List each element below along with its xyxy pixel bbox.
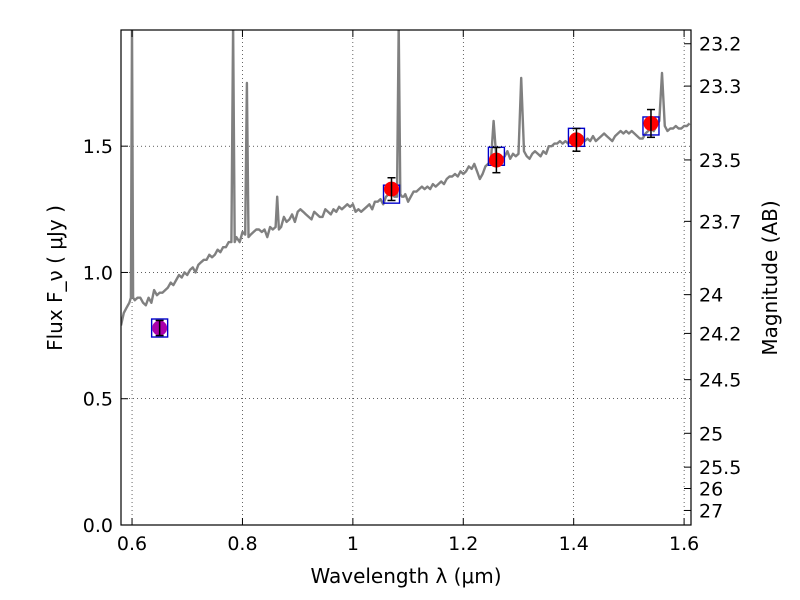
y-axis-label: Flux F_ν ( μJy ) <box>43 205 67 351</box>
spectrum-line <box>121 30 691 326</box>
y-tick-label: 0.0 <box>83 515 113 537</box>
y2-tick-label: 24.2 <box>699 323 741 345</box>
plot-frame <box>120 29 692 526</box>
y-tick-label: 1.5 <box>83 136 113 158</box>
y2-tick-label: 24.5 <box>699 370 741 392</box>
y-axis-label-text: Flux F_ν ( μJy ) <box>43 205 67 351</box>
y2-tick-label: 25.5 <box>699 457 741 479</box>
y2-tick-label: 24 <box>699 285 723 307</box>
y2-tick-label: 25 <box>699 423 723 445</box>
x-axis-label: Wavelength λ (μm) <box>310 564 501 588</box>
y-axis-ticks: 0.0 0.5 1.0 1.5 <box>83 136 128 537</box>
y-tick-label: 1.0 <box>83 262 113 284</box>
model-band-marker <box>150 318 169 338</box>
photometry-points <box>150 108 660 338</box>
y-tick-label: 0.5 <box>83 389 113 411</box>
y2-axis-label: Magnitude (AB) <box>758 200 782 355</box>
x-tick-label: 1.6 <box>669 533 699 555</box>
x-tick-label: 1 <box>347 533 359 555</box>
y2-tick-label: 23.5 <box>699 150 741 172</box>
model-spectrum <box>121 30 691 326</box>
y2-tick-label: 23.3 <box>699 76 741 98</box>
y2-tick-label: 26 <box>699 478 723 500</box>
x-tick-label: 0.6 <box>117 533 147 555</box>
x-tick-label: 1.2 <box>448 533 478 555</box>
x-axis-ticks: 0.6 0.8 1 1.2 1.4 1.6 <box>117 30 699 555</box>
x-tick-label: 1.4 <box>559 533 589 555</box>
x-tick-label: 0.8 <box>227 533 257 555</box>
y2-tick-label: 23.2 <box>699 34 741 56</box>
y2-tick-label: 23.7 <box>699 211 741 233</box>
y2-tick-label: 27 <box>699 500 723 522</box>
